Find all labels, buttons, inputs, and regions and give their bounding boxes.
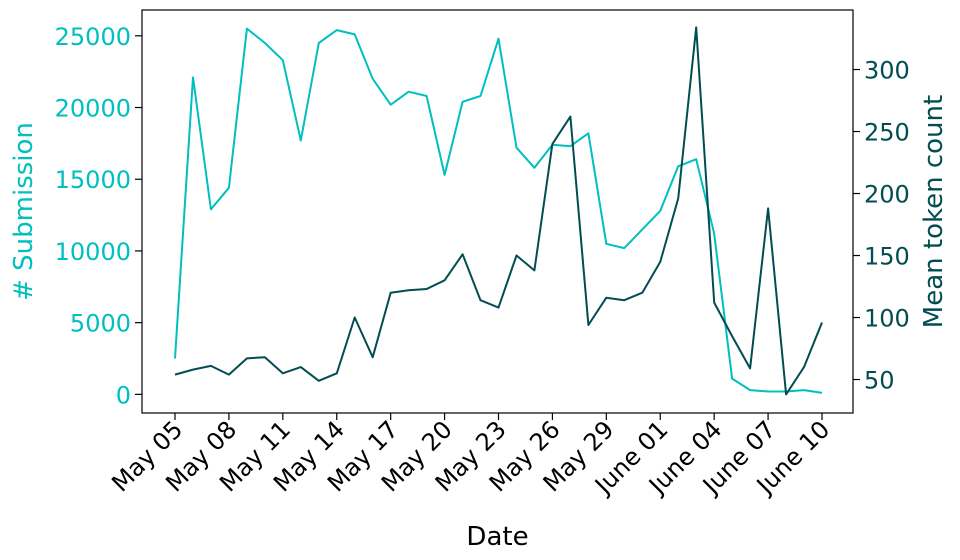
- left-y-tick-label: 25000: [55, 23, 131, 51]
- right-y-tick-label: 50: [864, 367, 895, 395]
- right-y-tick-label: 250: [864, 119, 910, 147]
- x-axis-title: Date: [466, 522, 528, 552]
- plot-frame: [141, 9, 854, 414]
- left-y-tick-label: 15000: [55, 166, 131, 194]
- right-y-tick-label: 100: [864, 305, 910, 333]
- left-y-tick-label: 20000: [55, 95, 131, 123]
- left-y-tick-label: 10000: [55, 238, 131, 266]
- right-y-axis-title: Mean token count: [919, 95, 949, 328]
- mean-token-count-line: [174, 26, 823, 396]
- right-y-tick-label: 200: [864, 181, 910, 209]
- submission-count-line: [174, 27, 823, 394]
- left-y-tick-label: 5000: [70, 310, 131, 338]
- left-y-tick-label: 0: [116, 381, 131, 409]
- left-y-axis-title: # Submission: [9, 122, 39, 301]
- right-y-tick-label: 150: [864, 243, 910, 271]
- right-y-tick-label: 300: [864, 57, 910, 85]
